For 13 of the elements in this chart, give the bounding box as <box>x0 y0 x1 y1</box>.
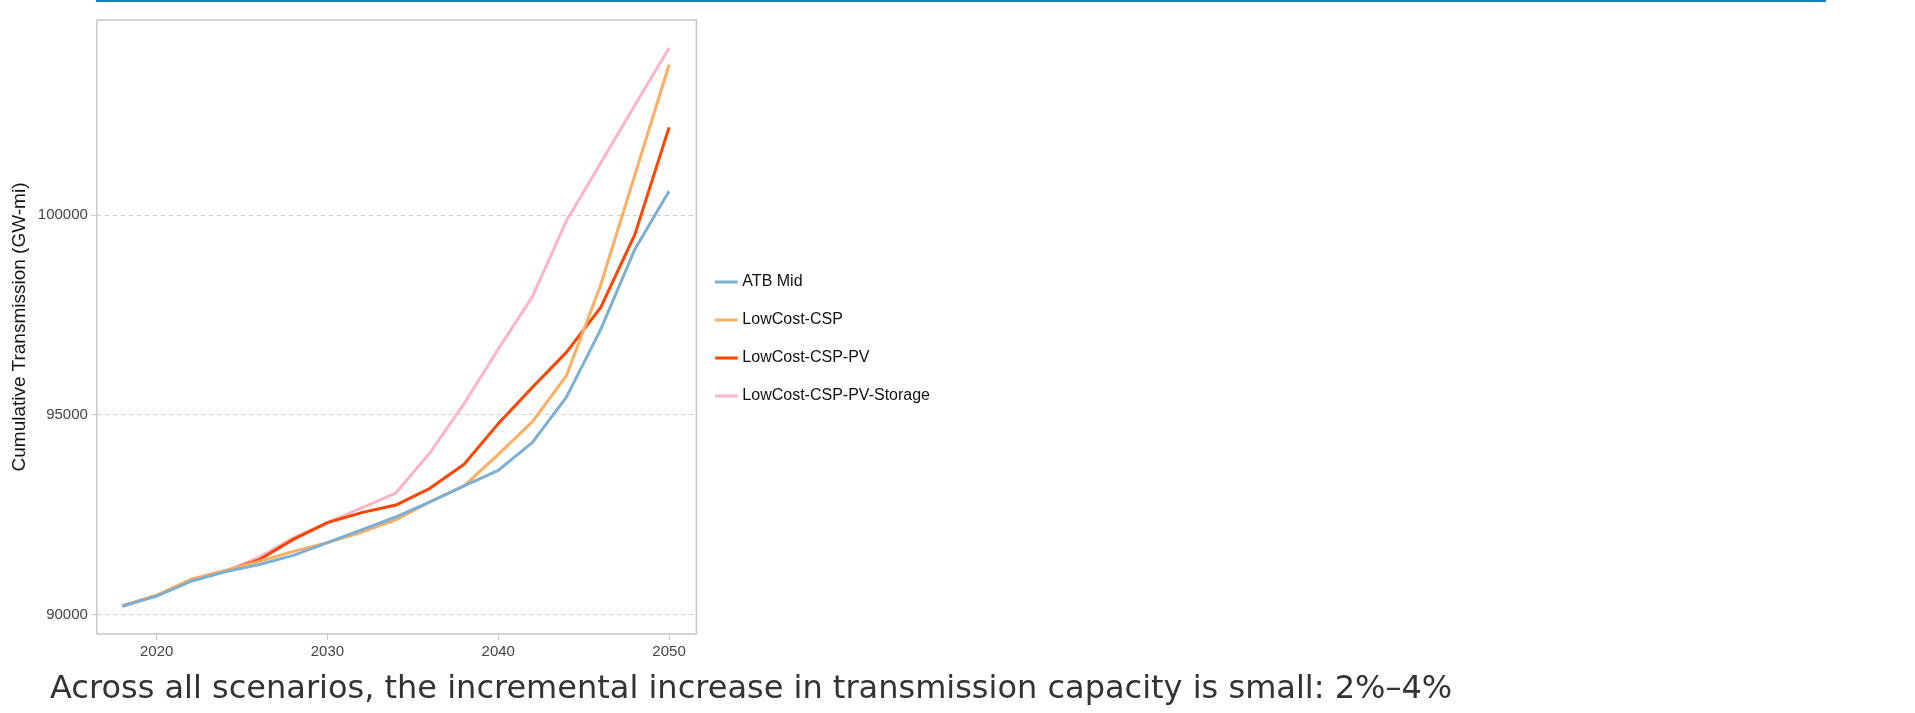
y-tick-label: 95000 <box>46 404 88 422</box>
x-tick-label: 2050 <box>652 642 686 660</box>
text: Across all scenarios, the incremental increase in transmission capacity is small: 2%–4% <box>50 668 1453 706</box>
y-tick-label: 90000 <box>46 604 88 622</box>
y-tick-label: 100000 <box>37 205 88 223</box>
y-axis-title: Cumulative Transmission (GW-mi) <box>7 182 29 472</box>
x-tick-label: 2020 <box>139 642 174 660</box>
legend-label: LowCost-CSP-PV-Storage <box>742 386 931 404</box>
x-tick-label: 2040 <box>481 642 515 660</box>
legend-label: LowCost-CSP <box>742 310 843 328</box>
legend-label: LowCost-CSP-PV <box>742 348 870 366</box>
x-tick-label: 2030 <box>310 642 345 660</box>
legend-label: ATB Mid <box>742 272 803 290</box>
